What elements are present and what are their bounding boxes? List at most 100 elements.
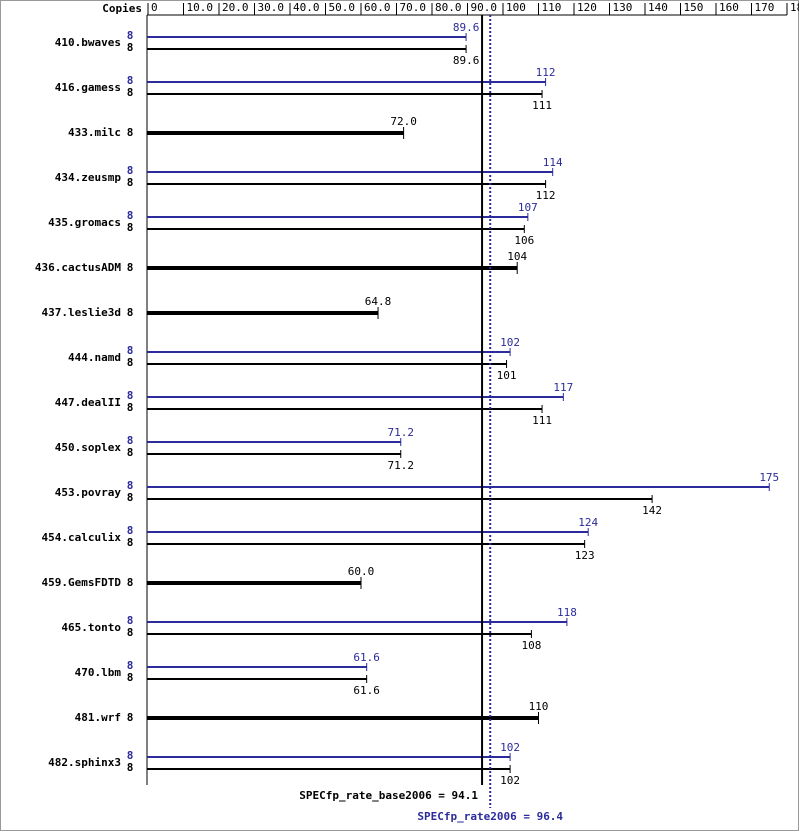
value-label: 61.6 xyxy=(353,684,380,697)
bar xyxy=(147,351,511,353)
copies: 8 xyxy=(127,29,134,42)
category-label: 435.gromacs xyxy=(48,216,121,229)
x-tick-label: 140 xyxy=(648,1,668,14)
value-label: 72.0 xyxy=(390,115,417,128)
value-label: 64.8 xyxy=(365,295,392,308)
value-label: 112 xyxy=(536,189,556,202)
category-label: 481.wrf xyxy=(75,711,121,724)
category-label: 436.cactusADM xyxy=(35,261,121,274)
category-label: 444.namd xyxy=(68,351,121,364)
x-tick-label: 90.0 xyxy=(471,1,498,14)
bar xyxy=(147,666,367,668)
category-label: 434.zeusmp xyxy=(55,171,122,184)
value-label: 61.6 xyxy=(353,651,380,664)
category-label: 454.calculix xyxy=(42,531,122,544)
x-tick-label: 60.0 xyxy=(364,1,391,14)
value-label: 71.2 xyxy=(388,459,415,472)
x-tick-label: 40.0 xyxy=(293,1,320,14)
copies: 8 xyxy=(127,446,134,459)
value-label: 60.0 xyxy=(348,565,375,578)
bar xyxy=(147,311,379,315)
copies: 8 xyxy=(127,209,134,222)
value-label: 111 xyxy=(532,99,552,112)
value-label: 114 xyxy=(543,156,563,169)
value-label: 107 xyxy=(518,201,538,214)
value-label: 142 xyxy=(642,504,662,517)
value-label: 112 xyxy=(536,66,556,79)
value-label: 117 xyxy=(553,381,573,394)
category-label: 459.GemsFDTD xyxy=(42,576,122,589)
value-label: 110 xyxy=(529,700,549,713)
copies: 8 xyxy=(127,434,134,447)
bar xyxy=(147,396,564,398)
x-tick-label: 100 xyxy=(506,1,526,14)
bar xyxy=(147,216,528,218)
x-tick-label: 130 xyxy=(613,1,633,14)
x-tick-label: 20.0 xyxy=(222,1,249,14)
bar xyxy=(147,621,567,623)
bar xyxy=(147,363,507,365)
copies: 8 xyxy=(127,671,134,684)
copies: 8 xyxy=(127,389,134,402)
copies: 8 xyxy=(127,41,134,54)
bar xyxy=(147,228,525,230)
category-label: 416.gamess xyxy=(55,81,121,94)
x-tick-label: 180 xyxy=(790,1,799,14)
x-tick-label: 110 xyxy=(542,1,562,14)
bar xyxy=(147,486,770,488)
category-label: 482.sphinx3 xyxy=(48,756,121,769)
copies: 8 xyxy=(127,344,134,357)
x-tick-label: 0 xyxy=(151,1,158,14)
bar xyxy=(147,171,553,173)
copies: 8 xyxy=(127,356,134,369)
category-label: 437.leslie3d xyxy=(42,306,121,319)
x-tick-label: 70.0 xyxy=(400,1,427,14)
copies: 8 xyxy=(127,126,134,139)
value-label: 108 xyxy=(521,639,541,652)
bar xyxy=(147,36,467,38)
value-label: 89.6 xyxy=(453,21,480,34)
copies: 8 xyxy=(127,261,134,274)
x-tick-label: 150 xyxy=(684,1,704,14)
copies: 8 xyxy=(127,164,134,177)
bar xyxy=(147,453,401,455)
bar xyxy=(147,48,467,50)
bar xyxy=(147,756,511,758)
copies: 8 xyxy=(127,74,134,87)
value-label: 106 xyxy=(514,234,534,247)
copies: 8 xyxy=(127,221,134,234)
x-tick-label: 80.0 xyxy=(435,1,462,14)
category-label: 450.soplex xyxy=(55,441,122,454)
value-label: 123 xyxy=(575,549,595,562)
copies: 8 xyxy=(127,86,134,99)
value-label: 104 xyxy=(507,250,527,263)
reference-label: SPECfp_rate_base2006 = 94.1 xyxy=(299,789,478,802)
bar xyxy=(147,266,518,270)
copies: 8 xyxy=(127,614,134,627)
value-label: 101 xyxy=(497,369,517,382)
copies: 8 xyxy=(127,524,134,537)
category-label: 410.bwaves xyxy=(55,36,121,49)
reference-label: SPECfp_rate2006 = 96.4 xyxy=(417,810,563,823)
value-label: 71.2 xyxy=(388,426,415,439)
bar xyxy=(147,543,585,545)
copies: 8 xyxy=(127,536,134,549)
bar xyxy=(147,678,367,680)
x-tick-label: 10.0 xyxy=(187,1,214,14)
copies: 8 xyxy=(127,479,134,492)
bar xyxy=(147,131,404,135)
value-label: 175 xyxy=(759,471,779,484)
bar xyxy=(147,716,539,720)
bar xyxy=(147,81,546,83)
copies: 8 xyxy=(127,626,134,639)
bar xyxy=(147,768,511,770)
bar xyxy=(147,581,361,585)
copies: 8 xyxy=(127,749,134,762)
x-tick-label: 160 xyxy=(719,1,739,14)
bar xyxy=(147,633,532,635)
category-label: 465.tonto xyxy=(61,621,121,634)
copies: 8 xyxy=(127,491,134,504)
value-label: 102 xyxy=(500,336,520,349)
